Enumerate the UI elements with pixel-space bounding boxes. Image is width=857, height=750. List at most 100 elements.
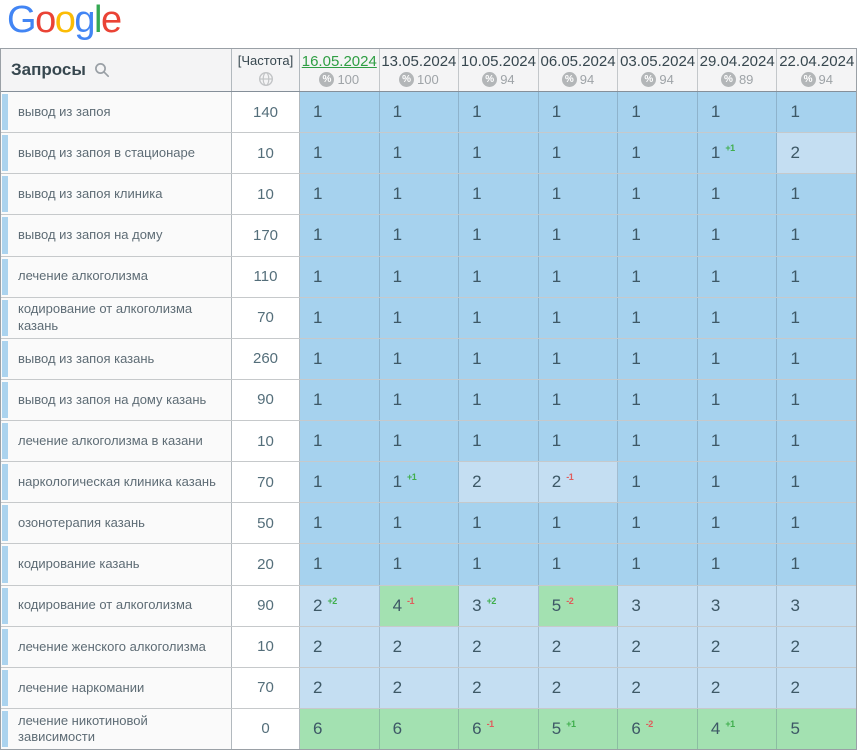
frequency-cell: 10 [232,133,300,174]
date-label[interactable]: 03.05.2024 [620,53,696,70]
position-cell: 1 [538,503,619,544]
position-cell: 1 [618,297,698,338]
keyword-cell[interactable]: лечение алкоголизма [1,256,232,297]
position-cell: 1 [538,297,619,338]
position-value: 1 [313,143,323,163]
visibility-metric: % 100 [319,72,359,87]
position-value: 1 [790,102,800,122]
position-cell: 1 [697,297,778,338]
position-value: 4 [392,595,403,615]
position-value: 1 [551,266,562,286]
date-label[interactable]: 06.05.2024 [540,53,616,70]
keyword-cell[interactable]: вывод из запоя в стационаре [1,133,232,174]
position-cell: 1 [618,133,698,174]
position-cell: 2 [618,626,698,667]
date-column-header[interactable]: 13.05.2024% 100 [380,49,460,91]
position-value: 2 [631,636,641,656]
position-cell: 6 -2 [618,708,698,749]
position-cell: 1 [618,379,698,420]
google-logo: Google [7,0,122,43]
date-label[interactable]: 22.04.2024 [779,53,855,70]
position-value: 4 [710,718,721,738]
position-cell: 1 [379,174,460,215]
position-cell: 1 [459,338,539,379]
keyword-cell[interactable]: кодирование от алкоголизма [1,585,232,626]
keyword-cell[interactable]: лечение никотиновой зависимости [1,708,232,749]
position-cell: 1 [459,174,539,215]
keyword-cell[interactable]: кодирование казань [1,544,232,585]
position-value: 1 [313,513,323,533]
keyword-cell[interactable]: озонотерапия казань [1,503,232,544]
position-value: 1 [313,266,323,286]
position-cell: 1 [300,503,380,544]
position-value: 1 [551,348,562,368]
position-cell: 1 [777,503,857,544]
position-value: 1 [313,102,323,122]
position-value: 1 [313,472,323,492]
frequency-cell: 20 [232,544,300,585]
position-value: 1 [631,348,641,368]
date-label[interactable]: 29.04.2024 [699,53,775,70]
table-row: вывод из запоя в стационаре 10 1 1 1 1 1 1 +1 2 [1,133,857,175]
position-cell: 1 [538,92,619,133]
position-value: 1 [710,389,721,409]
position-value: 1 [472,554,482,574]
date-column-header[interactable]: 16.05.2024 % 100 [300,49,380,91]
position-cell: 1 [459,379,539,420]
position-value: 1 [631,143,641,163]
keyword-cell[interactable]: вывод из запоя на дому [1,215,232,256]
frequency-cell: 260 [232,338,300,379]
date-column-header[interactable]: 10.05.2024% 94 [459,49,539,91]
keyword-label: лечение наркомании [18,679,145,695]
position-value: 1 [472,348,482,368]
frequency-cell: 140 [232,92,300,133]
keyword-cell[interactable]: лечение наркомании [1,667,232,708]
position-cell: 1 [538,379,619,420]
date-label[interactable]: 10.05.2024 [460,53,536,70]
position-cell: 2 [379,667,460,708]
position-value: 1 [392,472,403,492]
position-cell: 2 [459,626,539,667]
position-cell: 1 [300,174,380,215]
date-column-header[interactable]: 29.04.2024% 89 [698,49,778,91]
position-cell: 1 [459,92,539,133]
keyword-cell[interactable]: наркологическая клиника казань [1,462,232,503]
frequency-header-label: [Частота] [237,53,294,68]
position-cell: 1 [618,256,698,297]
position-value: 1 [313,348,323,368]
position-value: 1 [710,431,721,451]
position-cell: 1 [459,421,539,462]
queries-header-label: Запросы [11,60,86,79]
date-column-header[interactable]: 03.05.2024% 94 [618,49,698,91]
position-cell: 1 [300,215,380,256]
keyword-cell[interactable]: кодирование от алкоголизма казань [1,297,232,338]
keyword-cell[interactable]: лечение женского алкоголизма [1,626,232,667]
table-row: вывод из запоя казань 260 1 1 1 1 1 1 1 [1,338,857,380]
keyword-cell[interactable]: вывод из запоя на дому казань [1,379,232,420]
position-cell: 1 [459,297,539,338]
keyword-cell[interactable]: вывод из запоя казань [1,338,232,379]
position-value: 1 [551,513,562,533]
date-label[interactable]: 13.05.2024 [381,53,457,70]
table-row: лечение наркомании 70 2 2 2 2 2 2 2 [1,667,857,709]
table-row: лечение никотиновой зависимости 0 6 6 6 -1 5 +1… [1,708,857,749]
visibility-value: 100 [337,72,360,87]
frequency-cell: 70 [232,667,300,708]
position-cell: 1 [697,544,778,585]
position-value: 1 [710,143,721,163]
logo-letter: g [74,0,95,41]
search-icon[interactable] [94,62,110,78]
date-column-header[interactable]: 22.04.2024% 94 [777,49,856,91]
date-column-header[interactable]: 06.05.2024% 94 [539,49,619,91]
position-value: 1 [631,225,641,245]
keyword-cell[interactable]: вывод из запоя [1,92,232,133]
keyword-label: лечение алкоголизма в казани [18,432,203,448]
keyword-cell[interactable]: вывод из запоя клиника [1,174,232,215]
date-label[interactable]: 16.05.2024 [301,53,377,70]
keyword-cell[interactable]: лечение алкоголизма в казани [1,421,232,462]
position-value: 5 [551,595,562,615]
position-cell: 1 [300,421,380,462]
position-cell: 3 [697,585,778,626]
position-cell: 1 [459,503,539,544]
keyword-label: вывод из запоя клиника [18,186,163,202]
